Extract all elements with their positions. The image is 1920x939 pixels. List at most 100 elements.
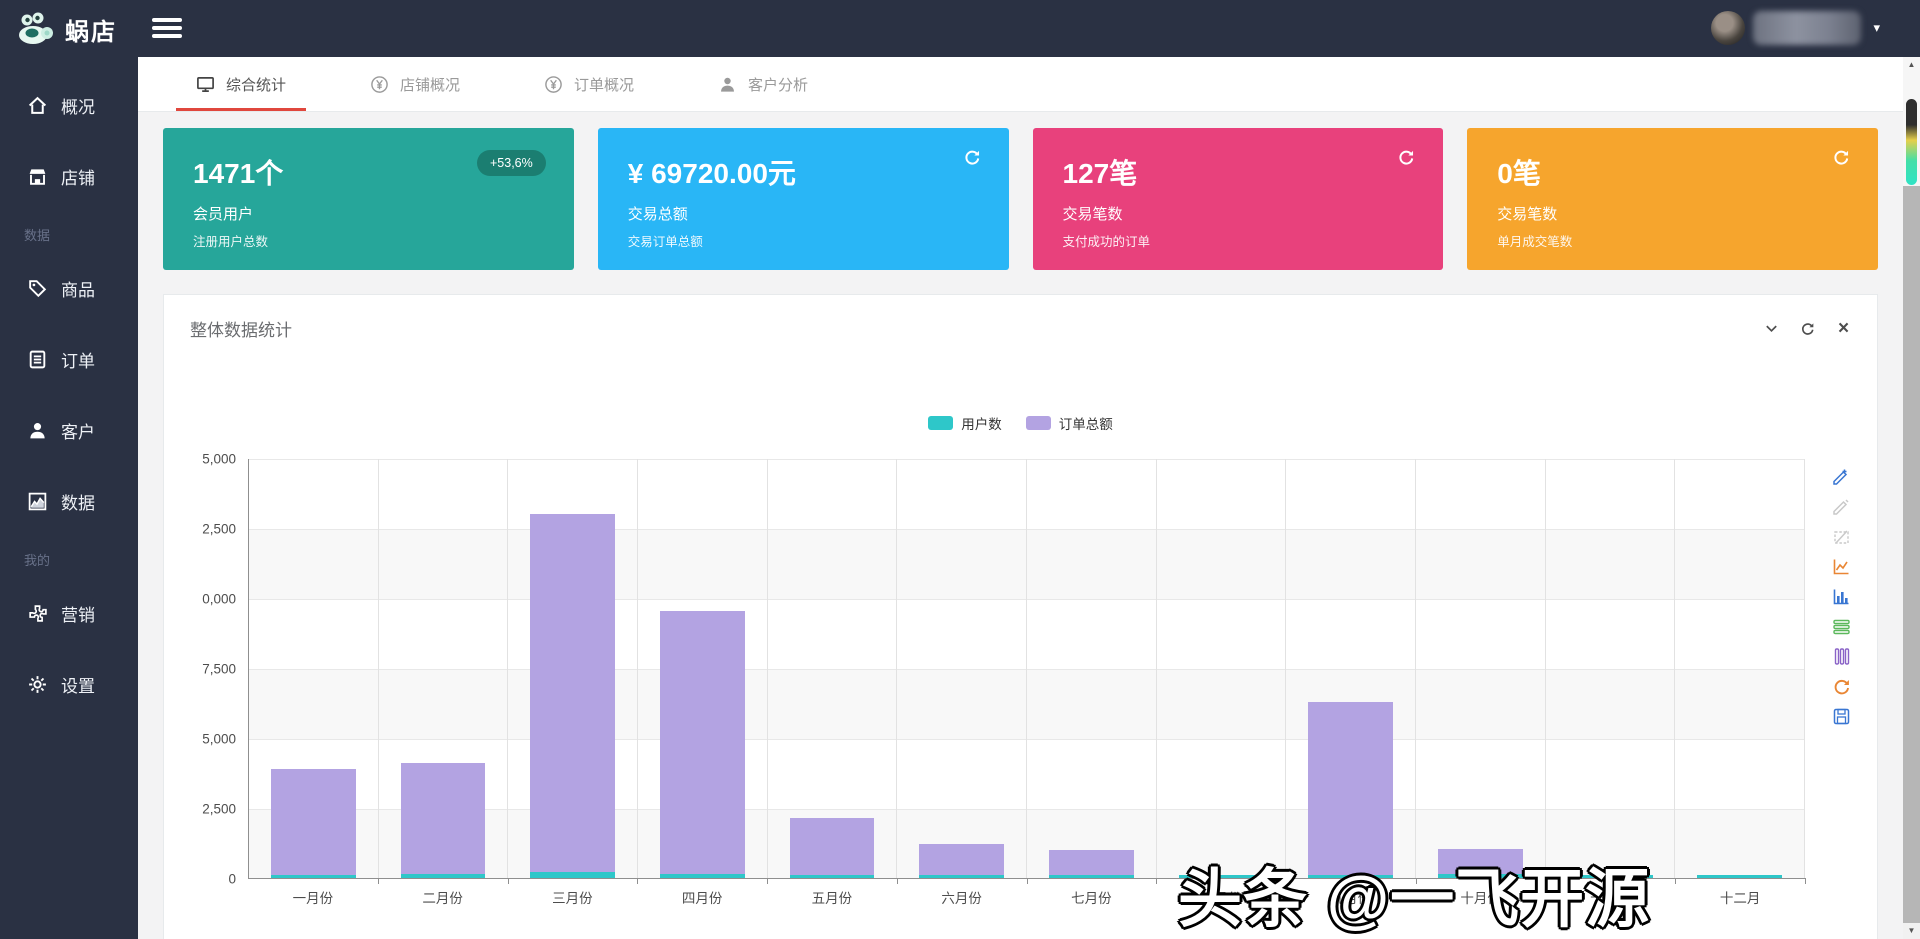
stat-card-4: 0笔 交易笔数 单月成交笔数 xyxy=(1467,128,1878,270)
legend-item-订单总额[interactable]: 订单总额 xyxy=(1025,413,1113,433)
card-label: 交易总额 xyxy=(627,206,688,223)
main-content: 综合统计 店铺概况 订单概况 客户分析 1471个 会员用户 注册用户总数 +53,6% ¥ … xyxy=(138,57,1903,939)
stat-card-2: ¥ 69720.00元交易总额交易订单总额 xyxy=(597,128,1009,270)
tab-店铺概况[interactable]: 店铺概况 xyxy=(362,57,468,111)
legend-swatch xyxy=(928,416,954,430)
card-value: 0笔 xyxy=(1497,158,1541,189)
scrollbar-header-cap xyxy=(1903,0,1920,57)
y-tick-label: 5,000 xyxy=(202,731,236,747)
tab-客户分析[interactable]: 客户分析 xyxy=(710,57,816,111)
sidebar-item-label: 营销 xyxy=(61,606,95,625)
refresh-icon[interactable] xyxy=(1832,148,1850,166)
card-sublabel: 交易订单总额 xyxy=(627,235,703,249)
scrollbar-track[interactable] xyxy=(1903,186,1920,923)
top-bar: 蜗店 ▾ xyxy=(0,0,1920,57)
user-count-bar xyxy=(270,875,356,878)
sidebar-item-label: 店铺 xyxy=(61,169,95,188)
sidebar-item-概况[interactable]: 概况 xyxy=(0,83,138,128)
growth-badge: +53,6% xyxy=(477,150,546,176)
sidebar-item-商品[interactable]: 商品 xyxy=(0,266,138,311)
order-total-bar xyxy=(659,611,745,878)
brush-clear-icon[interactable] xyxy=(1832,527,1851,546)
card-sublabel: 支付成功的订单 xyxy=(1062,235,1151,249)
refresh-icon[interactable] xyxy=(1397,148,1415,166)
x-tick-label: 九月份 xyxy=(1286,878,1417,907)
avatar xyxy=(1711,11,1746,45)
sidebar-item-设置[interactable]: 设置 xyxy=(0,662,138,707)
tab-订单概况[interactable]: 订单概况 xyxy=(536,57,642,111)
tab-综合统计[interactable]: 综合统计 xyxy=(175,57,307,111)
x-tick-label: 三月份 xyxy=(508,878,638,907)
tab-label: 客户分析 xyxy=(748,76,809,94)
brush-icon[interactable] xyxy=(1832,467,1851,486)
x-tick-label: 十二月 xyxy=(1675,878,1806,907)
user-count-bar xyxy=(1567,875,1653,878)
x-tick-label: 十一月 xyxy=(1546,878,1676,907)
category-cell-二月份 xyxy=(379,459,509,878)
sidebar-item-label: 概况 xyxy=(61,98,95,117)
tiled-icon[interactable] xyxy=(1832,647,1851,666)
settings-icon xyxy=(26,674,48,696)
save-image-icon[interactable] xyxy=(1832,707,1851,726)
category-cell-八月份 xyxy=(1157,459,1287,878)
category-cell-四月份 xyxy=(638,459,768,878)
card-label: 交易笔数 xyxy=(1497,206,1558,223)
menu-toggle-icon[interactable] xyxy=(152,16,182,40)
category-cell-六月份 xyxy=(897,459,1028,878)
scrollbar-thumb[interactable] xyxy=(1906,99,1917,185)
x-tick-label: 一月份 xyxy=(248,878,379,907)
collapse-chevron-icon[interactable] xyxy=(1764,321,1779,336)
y-axis: 5,000 2,500 0,000 7,500 5,000 2,500 0 xyxy=(186,452,248,887)
restore-icon[interactable] xyxy=(1832,677,1851,696)
user-count-bar xyxy=(919,875,1005,878)
sidebar-section-label: 数据 xyxy=(24,228,51,243)
stat-cards-row: 1471个 会员用户 注册用户总数 +53,6% ¥ 69720.00元 交易总额 交易订单… xyxy=(163,128,1878,270)
card-label: 交易笔数 xyxy=(1062,206,1123,223)
user-count-bar xyxy=(789,875,875,878)
sidebar-item-label: 订单 xyxy=(61,352,95,371)
bar-chart-icon[interactable] xyxy=(1832,587,1851,606)
user-count-bar xyxy=(1697,875,1783,878)
card-value: ¥ 69720.00元 xyxy=(627,158,796,189)
user-count-bar xyxy=(400,874,486,878)
user-menu[interactable]: ▾ xyxy=(1711,11,1880,45)
user-count-bar xyxy=(530,872,616,878)
x-tick-label: 四月份 xyxy=(637,878,768,907)
scroll-down-arrow-icon[interactable]: ▼ xyxy=(1903,923,1920,939)
legend-item-用户数[interactable]: 用户数 xyxy=(928,413,1002,433)
y-tick-label: 0 xyxy=(228,871,236,887)
category-cell-一月份 xyxy=(249,459,379,878)
tab-bar: 综合统计 店铺概况 订单概况 客户分析 xyxy=(138,57,1903,112)
line-chart-icon[interactable] xyxy=(1832,557,1851,576)
refresh-icon[interactable] xyxy=(1800,321,1815,336)
sidebar-item-店铺[interactable]: 店铺 xyxy=(0,154,138,199)
marketing-icon xyxy=(26,603,48,625)
brush-polygon-icon[interactable] xyxy=(1832,497,1851,516)
brand-logo[interactable]: 蜗店 xyxy=(16,8,117,51)
chart-area: 5,000 2,500 0,000 7,500 5,000 2,500 0 一月份 二月份 三月… xyxy=(164,452,1877,907)
y-tick-label: 2,500 xyxy=(202,521,236,537)
x-tick-label: 五月份 xyxy=(767,878,898,907)
refresh-icon[interactable] xyxy=(963,148,981,166)
scroll-up-arrow-icon[interactable]: ▲ xyxy=(1903,57,1920,73)
order-total-bar xyxy=(789,818,875,878)
sidebar-item-营销[interactable]: 营销 xyxy=(0,591,138,636)
close-icon[interactable]: × xyxy=(1837,317,1850,339)
yen-icon xyxy=(544,75,563,94)
sidebar-item-数据[interactable]: 数据 xyxy=(0,479,138,524)
statistics-panel: 整体数据统计 × 用户数 订单总额 5,000 2,500 0,000 7,500 5,0… xyxy=(163,294,1878,939)
legend-label: 订单总额 xyxy=(1058,417,1113,432)
order-total-bar xyxy=(919,844,1005,878)
x-tick-label: 二月份 xyxy=(378,878,509,907)
panel-title: 整体数据统计 xyxy=(190,321,292,340)
store-icon xyxy=(26,166,48,188)
x-tick-label: 八月份 xyxy=(1156,878,1287,907)
sidebar-item-label: 商品 xyxy=(61,281,95,300)
stack-icon[interactable] xyxy=(1832,617,1851,636)
stat-card-1: 1471个 会员用户 注册用户总数 +53,6% xyxy=(163,128,574,270)
sidebar-item-订单[interactable]: 订单 xyxy=(0,337,138,382)
order-total-bar xyxy=(1437,849,1523,878)
sidebar-item-客户[interactable]: 客户 xyxy=(0,408,138,453)
watermark: 头条 @一飞开源 xyxy=(1178,863,1651,935)
category-cell-三月份 xyxy=(508,459,639,878)
